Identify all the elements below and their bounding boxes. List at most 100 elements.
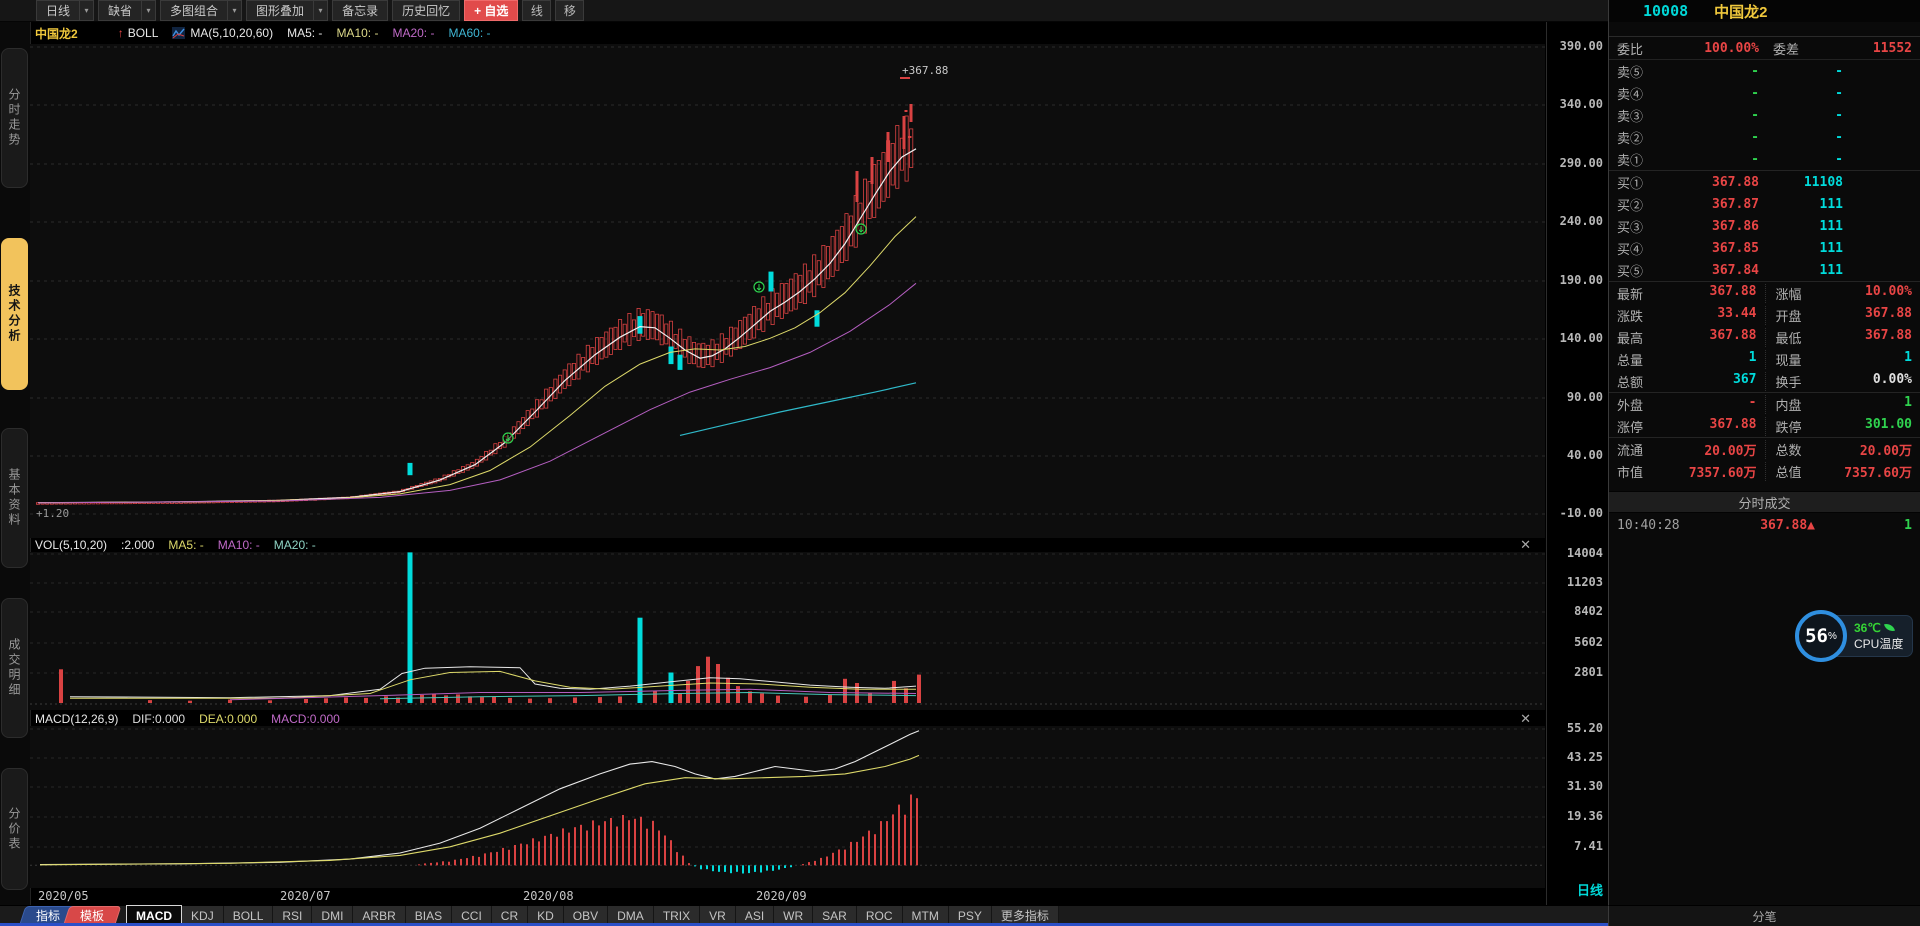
stat-label: 跌停 bbox=[1775, 419, 1802, 435]
tab-KDJ[interactable]: KDJ bbox=[182, 905, 224, 926]
menu-item-备忘录[interactable]: 备忘录 bbox=[332, 0, 389, 21]
tab-VR[interactable]: VR bbox=[700, 905, 736, 926]
price-axis-label: 340.00 bbox=[1559, 97, 1603, 111]
tab-ASI[interactable]: ASI bbox=[735, 905, 775, 926]
macd-axis-label: 43.25 bbox=[1566, 750, 1603, 764]
tab-TRIX[interactable]: TRIX bbox=[653, 905, 701, 926]
tab-MTM[interactable]: MTM bbox=[902, 905, 949, 926]
legend-item: MA10: - bbox=[336, 26, 379, 40]
level-label: 买⑤ bbox=[1617, 263, 1644, 279]
stat-cell: 涨幅 10.00% bbox=[1764, 283, 1912, 303]
chevron-down-icon[interactable]: ▾ bbox=[227, 1, 241, 20]
price-axis-label: 390.00 bbox=[1559, 39, 1603, 53]
tool-button-线[interactable]: 线 bbox=[522, 0, 552, 21]
menu-item-多图组合[interactable]: 多图组合 ▾ bbox=[160, 0, 243, 21]
menu-item-label: 图形叠加 bbox=[256, 4, 305, 18]
menu-item-历史回忆[interactable]: 历史回忆 bbox=[392, 0, 461, 21]
sidebar-tab-成交明细[interactable]: 成交明细 bbox=[1, 598, 28, 738]
price-axis-label: 90.00 bbox=[1566, 390, 1603, 404]
stat-label: 换手 bbox=[1775, 374, 1802, 390]
stat-value: 367.88 bbox=[1709, 327, 1757, 343]
macd-panel-close-icon[interactable]: ✕ bbox=[1520, 711, 1531, 726]
cpu-monitor-widget[interactable]: 36℃ CPU温度 56% bbox=[1795, 610, 1913, 662]
chevron-down-icon[interactable]: ▾ bbox=[313, 1, 327, 20]
menu-item-日线[interactable]: 日线 ▾ bbox=[36, 0, 95, 21]
tab-SAR[interactable]: SAR bbox=[813, 905, 857, 926]
value-axis-column: 390.00 340.00 290.00 240.00 190.00 140.00 90.0… bbox=[1546, 22, 1609, 905]
tab-更多指标[interactable]: 更多指标 bbox=[991, 905, 1059, 926]
stat-cell: 现量 1 bbox=[1764, 349, 1912, 369]
stat-value: 367 bbox=[1733, 371, 1757, 387]
price-axis-label: 140.00 bbox=[1559, 331, 1603, 345]
tab-ARBR[interactable]: ARBR bbox=[353, 905, 406, 926]
level-quantity: - bbox=[1835, 129, 1843, 145]
stat-value: 367.88 bbox=[1865, 327, 1912, 343]
sidebar-tab-技术分析[interactable]: 技术分析 bbox=[1, 238, 28, 390]
chevron-down-icon[interactable]: ▾ bbox=[141, 1, 155, 20]
cpu-usage-ring: 56% bbox=[1795, 610, 1847, 662]
menu-item-label: 缺省 bbox=[108, 4, 133, 18]
weibi-value: 100.00% bbox=[1704, 40, 1759, 56]
favorite-button[interactable]: + 自选 bbox=[464, 0, 519, 21]
stat-value: 301.00 bbox=[1865, 416, 1912, 432]
tool-button-移[interactable]: 移 bbox=[555, 0, 585, 21]
tab-BIAS[interactable]: BIAS bbox=[405, 905, 453, 926]
stat-row: 最新 367.88 涨幅 10.00% bbox=[1609, 282, 1920, 304]
menu-item-label: 多图组合 bbox=[170, 4, 219, 18]
macd-axis-label: 31.30 bbox=[1566, 779, 1603, 793]
tick-price: 367.88▲ bbox=[1760, 517, 1815, 533]
stat-label: 流通 bbox=[1617, 442, 1644, 458]
level-quantity: 111 bbox=[1819, 262, 1843, 278]
tab-MACD[interactable]: MACD bbox=[126, 905, 183, 926]
sidebar-tab-分时走势[interactable]: 分时走势 bbox=[1, 48, 28, 188]
tab-CCI[interactable]: CCI bbox=[452, 905, 492, 926]
tab-OBV[interactable]: OBV bbox=[563, 905, 609, 926]
tab-KD[interactable]: KD bbox=[528, 905, 564, 926]
stat-value: 1 bbox=[1904, 349, 1912, 365]
stat-cell: 总数 20.00万 bbox=[1764, 439, 1912, 459]
legend-item: MA5: - bbox=[168, 538, 204, 552]
stat-cell: 总额 367 bbox=[1617, 372, 1765, 391]
stat-cell: 涨停 367.88 bbox=[1617, 417, 1765, 436]
tick-tab-bar[interactable]: 分笔 bbox=[1608, 905, 1920, 926]
level-label: 买① bbox=[1617, 175, 1644, 191]
level-quantity: 111 bbox=[1819, 196, 1843, 212]
stat-cell: 换手 0.00% bbox=[1764, 371, 1912, 391]
menu-item-label: 日线 bbox=[46, 4, 71, 18]
tab-WR[interactable]: WR bbox=[774, 905, 814, 926]
macd-title: MACD(12,26,9) bbox=[35, 712, 119, 726]
stat-cell: 开盘 367.88 bbox=[1764, 305, 1912, 325]
boll-label: BOLL bbox=[127, 26, 159, 40]
sidebar-tab-基本资料[interactable]: 基本资料 bbox=[1, 428, 28, 568]
macd-chart[interactable] bbox=[30, 726, 1545, 888]
stat-cell: 内盘 1 bbox=[1764, 394, 1912, 414]
tab-ROC[interactable]: ROC bbox=[856, 905, 903, 926]
candlestick-chart[interactable]: +367.88 +1.20 bbox=[30, 44, 1545, 538]
sidebar-tab-分价表[interactable]: 分价表 bbox=[1, 768, 28, 890]
tab-DMA[interactable]: DMA bbox=[608, 905, 654, 926]
tab-RSI[interactable]: RSI bbox=[273, 905, 313, 926]
tab-BOLL[interactable]: BOLL bbox=[223, 905, 274, 926]
left-sidebar: 分时走势技术分析基本资料成交明细分价表 bbox=[0, 22, 31, 926]
stat-label: 最低 bbox=[1775, 330, 1802, 346]
price-axis-label: 290.00 bbox=[1559, 156, 1603, 170]
chevron-down-icon[interactable]: ▾ bbox=[79, 1, 93, 20]
tab-PSY[interactable]: PSY bbox=[948, 905, 992, 926]
volume-chart[interactable] bbox=[30, 552, 1545, 710]
menu-item-图形叠加[interactable]: 图形叠加 ▾ bbox=[246, 0, 329, 21]
divider bbox=[1609, 437, 1920, 438]
tab-DMI[interactable]: DMI bbox=[312, 905, 354, 926]
menu-item-缺省[interactable]: 缺省 ▾ bbox=[98, 0, 157, 21]
volume-axis-label: 5602 bbox=[1574, 635, 1603, 649]
stat-value: 367.88 bbox=[1709, 416, 1757, 432]
volume-panel-close-icon[interactable]: ✕ bbox=[1520, 537, 1531, 552]
stat-cell: 流通 20.00万 bbox=[1617, 440, 1765, 459]
tab-CR[interactable]: CR bbox=[491, 905, 529, 926]
stat-value: 20.00万 bbox=[1704, 443, 1757, 459]
ask-levels: 卖⑤ - - 卖④ - - 卖③ - - 卖② - - 卖① - - bbox=[1609, 60, 1920, 170]
stat-value: 10.00% bbox=[1865, 283, 1912, 299]
legend-item: MA20: - bbox=[392, 26, 435, 40]
menu-item-label: + 自选 bbox=[474, 4, 509, 18]
weicha-value: 11552 bbox=[1872, 40, 1912, 56]
stat-label: 现量 bbox=[1775, 352, 1802, 368]
